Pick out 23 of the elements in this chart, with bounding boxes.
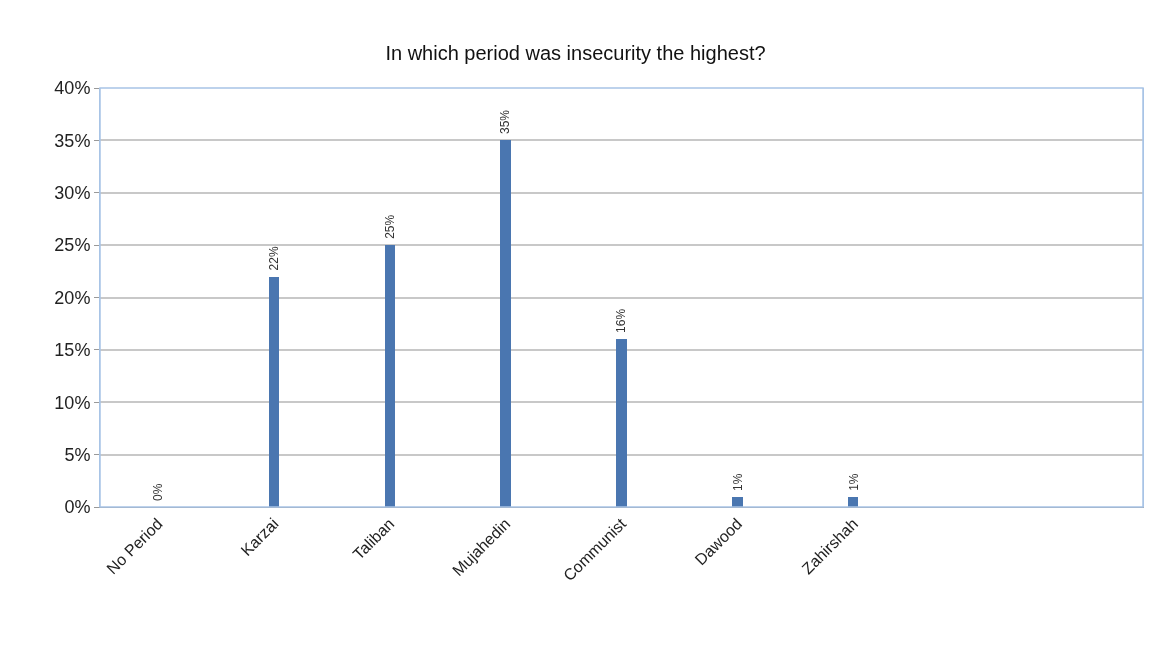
bar — [616, 339, 627, 507]
data-label: 16% — [614, 308, 629, 333]
y-tick-label: 40% — [54, 78, 91, 99]
bar — [732, 497, 743, 507]
y-tick-label: 0% — [64, 497, 91, 518]
bar — [385, 245, 395, 507]
data-label: 0% — [150, 483, 165, 501]
chart-title: In which period was insecurity the highest? — [385, 41, 766, 64]
y-tick-label: 35% — [54, 130, 91, 151]
data-label: 35% — [498, 109, 513, 134]
y-tick-label: 25% — [54, 235, 91, 256]
bar — [848, 497, 858, 507]
data-label: 1% — [730, 473, 745, 491]
data-label: 22% — [267, 246, 282, 271]
y-tick-label: 10% — [54, 392, 91, 413]
bar — [500, 140, 511, 507]
y-tick-label: 15% — [54, 340, 91, 361]
y-tick-label: 5% — [64, 444, 91, 465]
data-label: 25% — [382, 214, 397, 239]
bar — [269, 277, 279, 507]
data-label: 1% — [846, 473, 861, 491]
y-tick-label: 30% — [54, 183, 91, 204]
y-tick-label: 20% — [54, 287, 91, 308]
